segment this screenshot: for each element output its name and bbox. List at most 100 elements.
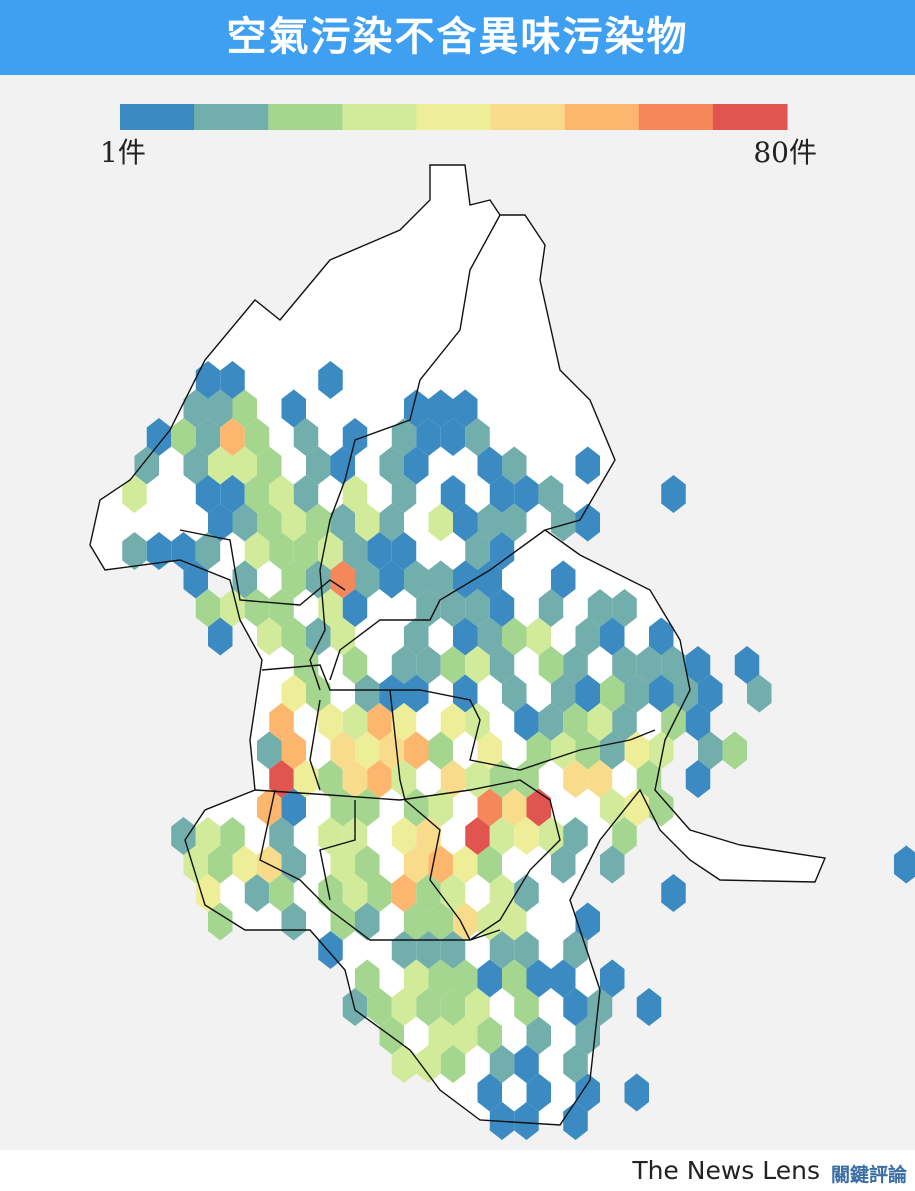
hex-cell [232,845,257,884]
hex-cell [220,475,245,513]
hex-cell [257,617,282,656]
hex-cell [514,1102,539,1140]
legend-swatch [712,104,788,130]
hex-cell [342,589,368,627]
hex-cell [183,446,208,485]
hex-cell [146,418,172,456]
hex-cell [330,845,355,884]
hex-cell [318,703,343,741]
hex-cell [195,874,221,912]
hex-cell [244,475,270,513]
hex-cell [563,988,588,1026]
hex-cell [416,646,441,684]
legend-swatch [120,104,195,130]
hex-cell [281,389,306,428]
hex-cell [293,532,319,570]
brand: The News Lens [632,1156,820,1185]
hex-cell [477,617,502,656]
hex-cell [587,589,613,627]
hex-cell [624,731,649,770]
hex-cell [477,560,502,599]
hex-cell [220,817,245,855]
hex-cell [453,503,478,542]
hex-cell [355,959,380,998]
hex-cell [477,446,502,485]
hex-cell [514,931,539,969]
hex-cell [342,646,368,684]
hex-cell [465,532,490,570]
district-border [309,699,356,901]
hex-cell [391,418,417,456]
hex-cell [600,731,625,770]
hex-cell [330,503,355,542]
hex-cell [342,475,368,513]
legend-swatch [416,104,492,130]
hex-cell [428,731,453,770]
hex-cell [465,817,490,855]
hex-cell [477,1016,502,1055]
hex-cell [195,475,221,513]
hex-cell [232,446,257,485]
hex-cell [379,1016,404,1055]
hex-cell [502,788,527,827]
hex-cell [391,532,417,570]
hex-cell [306,446,331,485]
hex-cell [489,646,515,684]
hex-cell [416,874,441,912]
footer: The News Lens 關鍵評論 [0,1150,915,1191]
hex-cell [244,418,270,456]
hex-cell [404,674,429,713]
hex-cell [649,731,674,770]
hex-cell [575,617,600,656]
legend-swatch [194,104,269,130]
legend-swatch [490,104,566,130]
hex-cell [440,646,466,684]
hex-cell [281,617,306,656]
hex-cell [563,931,588,969]
hex-cell [232,389,257,428]
hex-cell [600,617,625,656]
hex-cell [244,874,270,912]
hex-cell [391,703,417,741]
hex-cell [440,760,466,798]
hex-cell [404,902,429,941]
hex-cell [563,1045,588,1083]
hex-cell [453,959,478,998]
hex-cell [894,845,915,884]
hex-cell [661,475,686,513]
hex-cell [465,418,490,456]
hex-cell [649,788,674,827]
hex-cell [489,874,515,912]
hex-cell [330,560,355,599]
hex-cell [502,446,527,485]
hex-cell [342,418,368,456]
map: 1件 80件 [89,104,915,1140]
hex-cell [122,532,147,570]
legend-swatch [564,104,640,130]
legend [120,104,788,130]
hex-cell [306,560,331,599]
hex-cell [367,532,392,570]
hex-cell [269,817,294,855]
title: 空氣污染不含異味污染物 [226,14,689,60]
hex-cell [563,703,588,741]
hex-cell [428,788,453,827]
hex-cell [477,959,502,998]
district-borders [89,164,826,1126]
hex-cell [404,845,429,884]
hex-cell [698,674,723,713]
hex-cell [269,532,294,570]
hex-cell [587,760,613,798]
hex-cell [575,1073,600,1112]
hex-cell [440,589,466,627]
hex-cell [257,731,282,770]
hex-cell [391,760,417,798]
hex-cell [220,418,245,456]
hex-cell [330,731,355,770]
hex-cell [575,731,600,770]
hex-cell [257,788,282,827]
hex-cell [330,902,355,941]
hex-cell [747,674,772,713]
hex-cell [636,988,662,1026]
hex-cell [722,731,747,770]
